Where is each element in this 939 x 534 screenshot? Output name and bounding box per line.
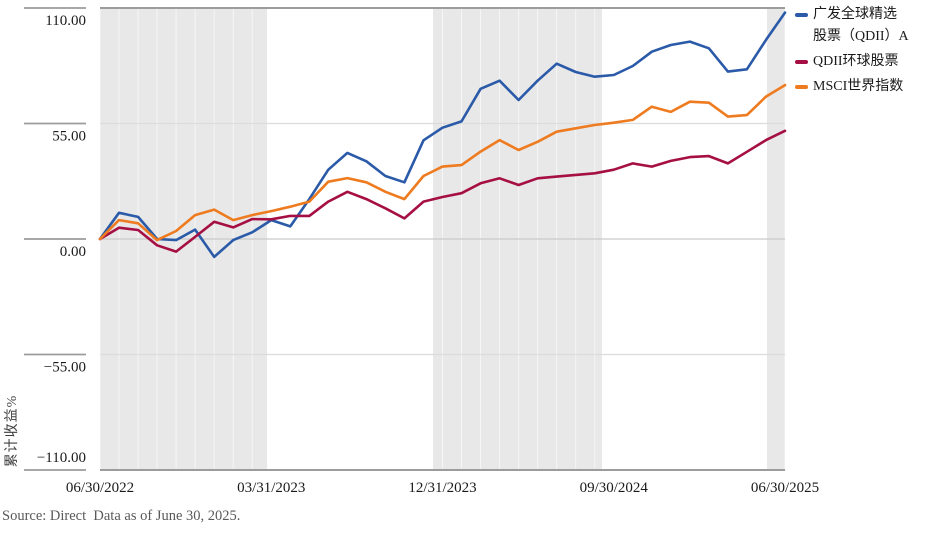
- chart-line-series-2: [98, 83, 787, 242]
- y-axis-title: 累计收益%: [5, 394, 20, 468]
- y-axis-tick-label: 0.00: [60, 244, 86, 260]
- legend: 广发全球精选股票（QDII）A QDII环球股票 MSCI世界指数: [795, 4, 937, 101]
- x-axis-tick-label: 09/30/2024: [580, 480, 649, 496]
- legend-item-qdii-global: QDII环球股票: [795, 51, 937, 73]
- x-axis-tick-label: 06/30/2025: [751, 480, 819, 496]
- legend-label-msci-world: MSCI世界指数: [813, 79, 904, 94]
- legend-dash-crimson-icon: [795, 60, 808, 64]
- x-axis-tick-label: 12/31/2023: [408, 480, 476, 496]
- legend-dash-blue-icon: [795, 13, 808, 17]
- y-axis-tick-label: −55.00: [44, 360, 86, 376]
- y-axis-tick-label: 110.00: [45, 13, 86, 29]
- source-note: Source: Direct Data as of June 30, 2025.: [2, 508, 241, 524]
- y-axis-tick-label: −110.00: [37, 450, 86, 466]
- chart-line-series-1: [98, 129, 787, 253]
- legend-label-fund-a: 广发全球精选股票（QDII）A: [813, 7, 909, 44]
- chart-line-series-0: [98, 11, 787, 259]
- y-axis-tick-label: 55.00: [52, 129, 86, 145]
- x-axis-tick-label: 06/30/2022: [66, 480, 134, 496]
- legend-item-fund-a: 广发全球精选股票（QDII）A: [795, 4, 937, 48]
- legend-item-msci-world: MSCI世界指数: [795, 76, 937, 98]
- legend-dash-orange-icon: [795, 85, 808, 89]
- x-axis-tick-label: 03/31/2023: [237, 480, 305, 496]
- legend-label-qdii-global: QDII环球股票: [813, 54, 899, 69]
